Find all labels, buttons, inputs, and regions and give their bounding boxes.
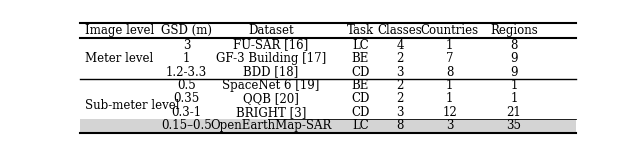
Text: 3: 3 [396,106,404,119]
Text: BE: BE [351,79,369,92]
Text: FU-SAR [16]: FU-SAR [16] [234,39,308,52]
Text: BDD [18]: BDD [18] [243,65,299,78]
Text: 1: 1 [510,92,518,105]
Text: GF-3 Building [17]: GF-3 Building [17] [216,52,326,65]
Text: LC: LC [352,119,369,132]
Text: Sub-meter level: Sub-meter level [85,99,179,112]
Text: 1: 1 [446,39,453,52]
Text: SpaceNet 6 [19]: SpaceNet 6 [19] [222,79,319,92]
Text: 2: 2 [396,79,404,92]
Text: 8: 8 [396,119,404,132]
Text: 4: 4 [396,39,404,52]
Text: BE: BE [351,52,369,65]
Text: 1.2-3.3: 1.2-3.3 [166,65,207,78]
Text: 3: 3 [183,39,190,52]
Text: 1: 1 [183,52,190,65]
Text: Regions: Regions [490,24,538,37]
Text: 1: 1 [446,92,453,105]
Text: 9: 9 [510,52,518,65]
Text: 3: 3 [446,119,453,132]
Text: Classes: Classes [378,24,422,37]
Text: 8: 8 [446,65,453,78]
Text: CD: CD [351,92,369,105]
Text: Task: Task [347,24,374,37]
Text: OpenEarthMap-SAR: OpenEarthMap-SAR [211,119,332,132]
Text: Dataset: Dataset [248,24,294,37]
Text: 9: 9 [510,65,518,78]
Text: 2: 2 [396,52,404,65]
Text: 3: 3 [396,65,404,78]
Text: 0.15–0.5: 0.15–0.5 [161,119,212,132]
Text: 35: 35 [506,119,522,132]
Text: Image level: Image level [85,24,154,37]
Text: 7: 7 [446,52,453,65]
Text: LC: LC [352,39,369,52]
Text: QQB [20]: QQB [20] [243,92,299,105]
Text: 0.5: 0.5 [177,79,196,92]
Text: GSD (m): GSD (m) [161,24,212,37]
Text: 2: 2 [396,92,404,105]
Text: 8: 8 [510,39,518,52]
Text: 1: 1 [510,79,518,92]
Text: 1: 1 [446,79,453,92]
Bar [80,119,576,133]
Text: 21: 21 [507,106,522,119]
Text: CD: CD [351,65,369,78]
Text: 0.35: 0.35 [173,92,200,105]
Text: Countries: Countries [420,24,479,37]
Text: 0.3-1: 0.3-1 [172,106,202,119]
Text: Meter level: Meter level [85,52,153,65]
Text: BRIGHT [3]: BRIGHT [3] [236,106,306,119]
Text: CD: CD [351,106,369,119]
Text: 12: 12 [442,106,457,119]
